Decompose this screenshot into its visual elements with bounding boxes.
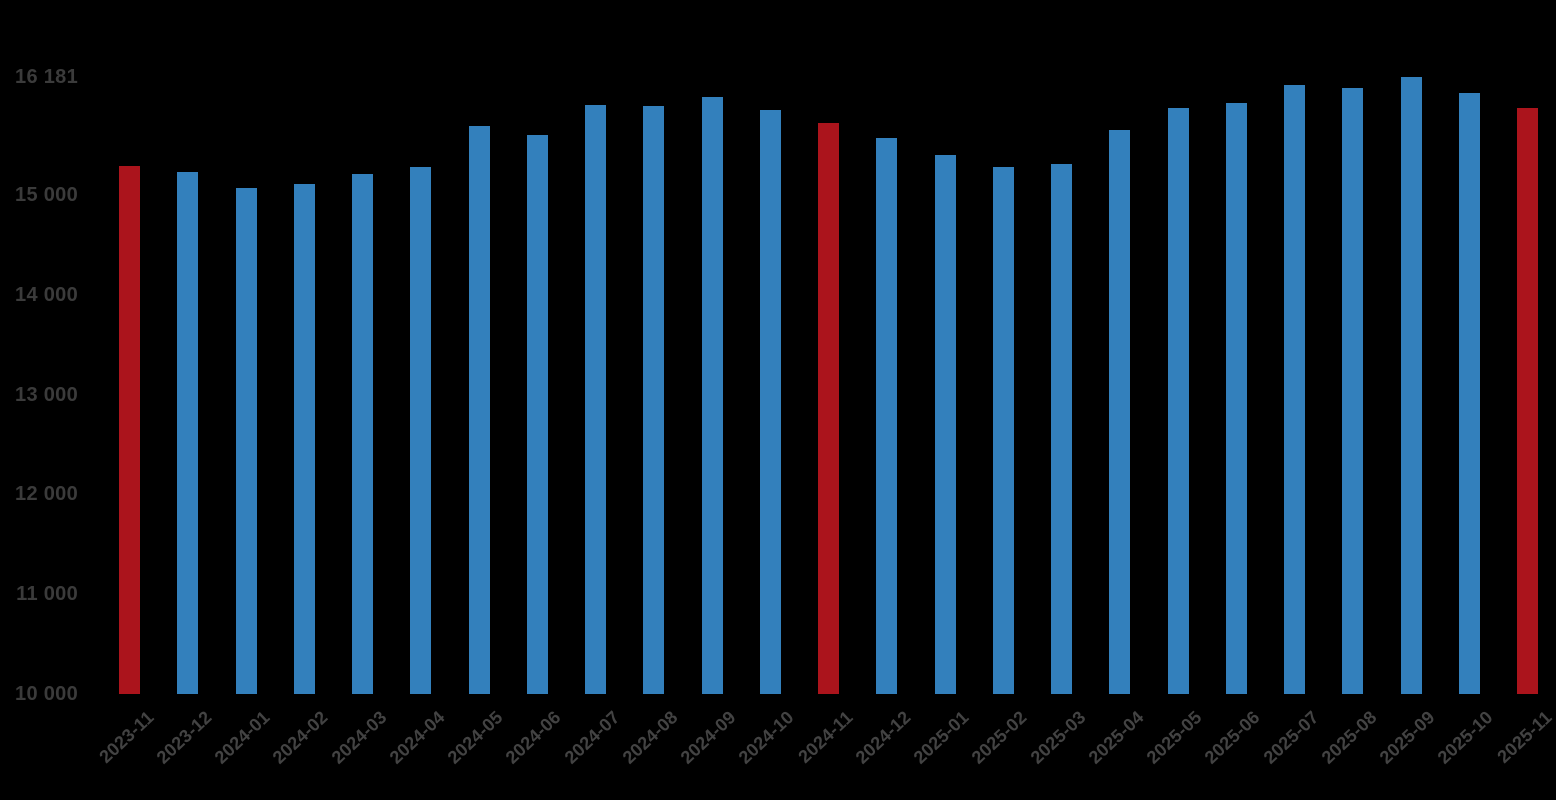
- bar-2023-11: [119, 166, 140, 694]
- y-tick-label: 10 000: [15, 683, 78, 705]
- bar-2025-10: [1458, 93, 1480, 694]
- bar-2025-03: [1051, 164, 1072, 694]
- y-tick-label: 12 000: [15, 483, 78, 506]
- y-tick-label: 13 000: [15, 383, 78, 406]
- y-tick-label: 11 000: [16, 583, 78, 606]
- bar-2025-02: [992, 167, 1014, 694]
- bar-2024-08: [643, 106, 665, 694]
- bar-2024-01: [235, 188, 257, 694]
- y-tick-label: 14 000: [15, 283, 78, 306]
- bar-2023-12: [177, 172, 199, 694]
- bar-2025-09: [1400, 77, 1422, 694]
- bar-2025-08: [1342, 88, 1364, 694]
- bar-2024-04: [410, 167, 432, 694]
- bar-2024-03: [352, 174, 373, 694]
- bar-2024-09: [701, 97, 723, 694]
- bar-2024-07: [585, 105, 606, 694]
- y-tick-label: 16 181: [15, 66, 78, 89]
- bar-2025-11: [1517, 108, 1538, 694]
- bar-2024-11: [818, 123, 839, 694]
- bar-2025-01: [934, 155, 956, 694]
- bar-2025-06: [1225, 103, 1247, 694]
- bar-2024-05: [468, 126, 490, 694]
- bar-2024-02: [293, 184, 315, 694]
- y-tick-label: 15 000: [15, 184, 78, 206]
- bar-2025-07: [1284, 85, 1305, 694]
- bar-2024-12: [876, 138, 898, 694]
- bar-2024-06: [526, 135, 548, 694]
- bar-2025-04: [1109, 130, 1131, 694]
- bar-2025-05: [1167, 108, 1189, 694]
- bar-2024-10: [759, 110, 781, 694]
